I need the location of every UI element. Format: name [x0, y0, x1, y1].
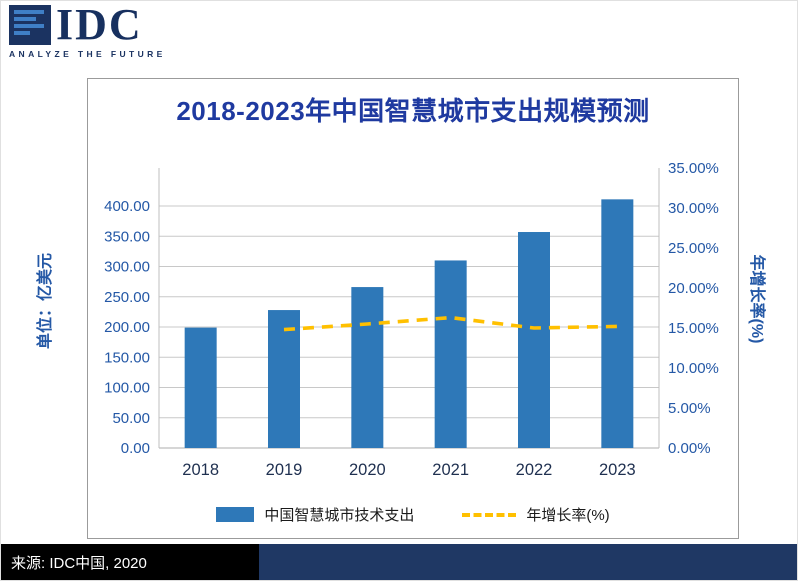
- axis-tick-labels: 0.00 50.00 100.00 150.00 200.00 250.00 300.00 3…: [104, 160, 719, 457]
- chart-card: 2018-2023年中国智慧城市支出规模预测 0.00 50.00 100.00 15…: [87, 78, 739, 539]
- bar-series-swatch-icon: [216, 507, 255, 522]
- left-axis-tick: 350.00: [104, 228, 150, 245]
- bar-series: [184, 199, 634, 448]
- right-axis-tick: 5.00%: [668, 400, 711, 417]
- bar-2020: [351, 287, 384, 448]
- left-axis-tick: 300.00: [104, 259, 150, 276]
- bar-line-chart: 0.00 50.00 100.00 150.00 200.00 250.00 300.00 3…: [104, 160, 719, 479]
- idc-logo-icon: [9, 5, 51, 45]
- legend-label-growth: 年增长率(%): [526, 507, 610, 524]
- left-axis-tick: 50.00: [112, 410, 150, 427]
- x-label-2022: 2022: [516, 461, 553, 479]
- left-axis-tick: 100.00: [104, 380, 150, 397]
- left-axis-title: 单位：亿美元: [37, 252, 54, 350]
- idc-wordmark: IDC: [56, 0, 143, 49]
- left-axis-tick: 150.00: [104, 349, 150, 366]
- logo-stripe: [14, 10, 44, 14]
- gridlines: [158, 168, 660, 449]
- bar-2018: [184, 327, 217, 448]
- chart-title: 2018-2023年中国智慧城市支出规模预测: [176, 96, 650, 126]
- x-label-2019: 2019: [266, 461, 303, 479]
- right-axis-tick: 10.00%: [668, 360, 719, 377]
- footer-accent-bar: [259, 544, 797, 580]
- left-axis-tick: 250.00: [104, 289, 150, 306]
- left-axis-tick: 400.00: [104, 198, 150, 215]
- bar-2019: [268, 310, 300, 448]
- right-axis-title: 年增长率(%): [748, 254, 765, 344]
- x-label-2023: 2023: [599, 461, 636, 479]
- right-axis-tick: 20.00%: [668, 280, 719, 297]
- x-label-2020: 2020: [349, 461, 386, 479]
- brand-tagline: ANALYZE THE FUTURE: [9, 49, 166, 59]
- footer: 来源: IDC中国, 2020: [1, 544, 797, 580]
- chart-legend: 中国智慧城市技术支出 年增长率(%): [88, 504, 738, 525]
- brand-header: IDC ANALYZE THE FUTURE: [9, 0, 166, 59]
- legend-item-growth: 年增长率(%): [462, 504, 610, 525]
- right-axis-tick: 30.00%: [668, 200, 719, 217]
- brand-row: IDC: [9, 0, 166, 49]
- logo-stripe: [14, 17, 36, 21]
- x-label-2021: 2021: [432, 461, 469, 479]
- right-axis-tick: 35.00%: [668, 160, 719, 177]
- x-axis-labels: 2018 2019 2020 2021 2022 2023: [182, 461, 635, 479]
- right-axis-tick: 15.00%: [668, 320, 719, 337]
- logo-stripe: [14, 24, 44, 28]
- logo-stripe: [14, 31, 30, 35]
- left-axis-tick: 0.00: [121, 440, 150, 457]
- bar-2023: [601, 199, 634, 448]
- source-note: 来源: IDC中国, 2020: [1, 544, 259, 580]
- x-label-2018: 2018: [182, 461, 219, 479]
- bar-2021: [434, 260, 467, 448]
- legend-item-spending: 中国智慧城市技术支出: [216, 504, 414, 525]
- right-axis-tick: 0.00%: [668, 440, 711, 457]
- left-axis-tick: 200.00: [104, 319, 150, 336]
- bar-2022: [518, 232, 550, 448]
- legend-label-spending: 中国智慧城市技术支出: [264, 507, 415, 524]
- line-series-swatch-icon: [462, 512, 517, 517]
- right-axis-tick: 25.00%: [668, 240, 719, 257]
